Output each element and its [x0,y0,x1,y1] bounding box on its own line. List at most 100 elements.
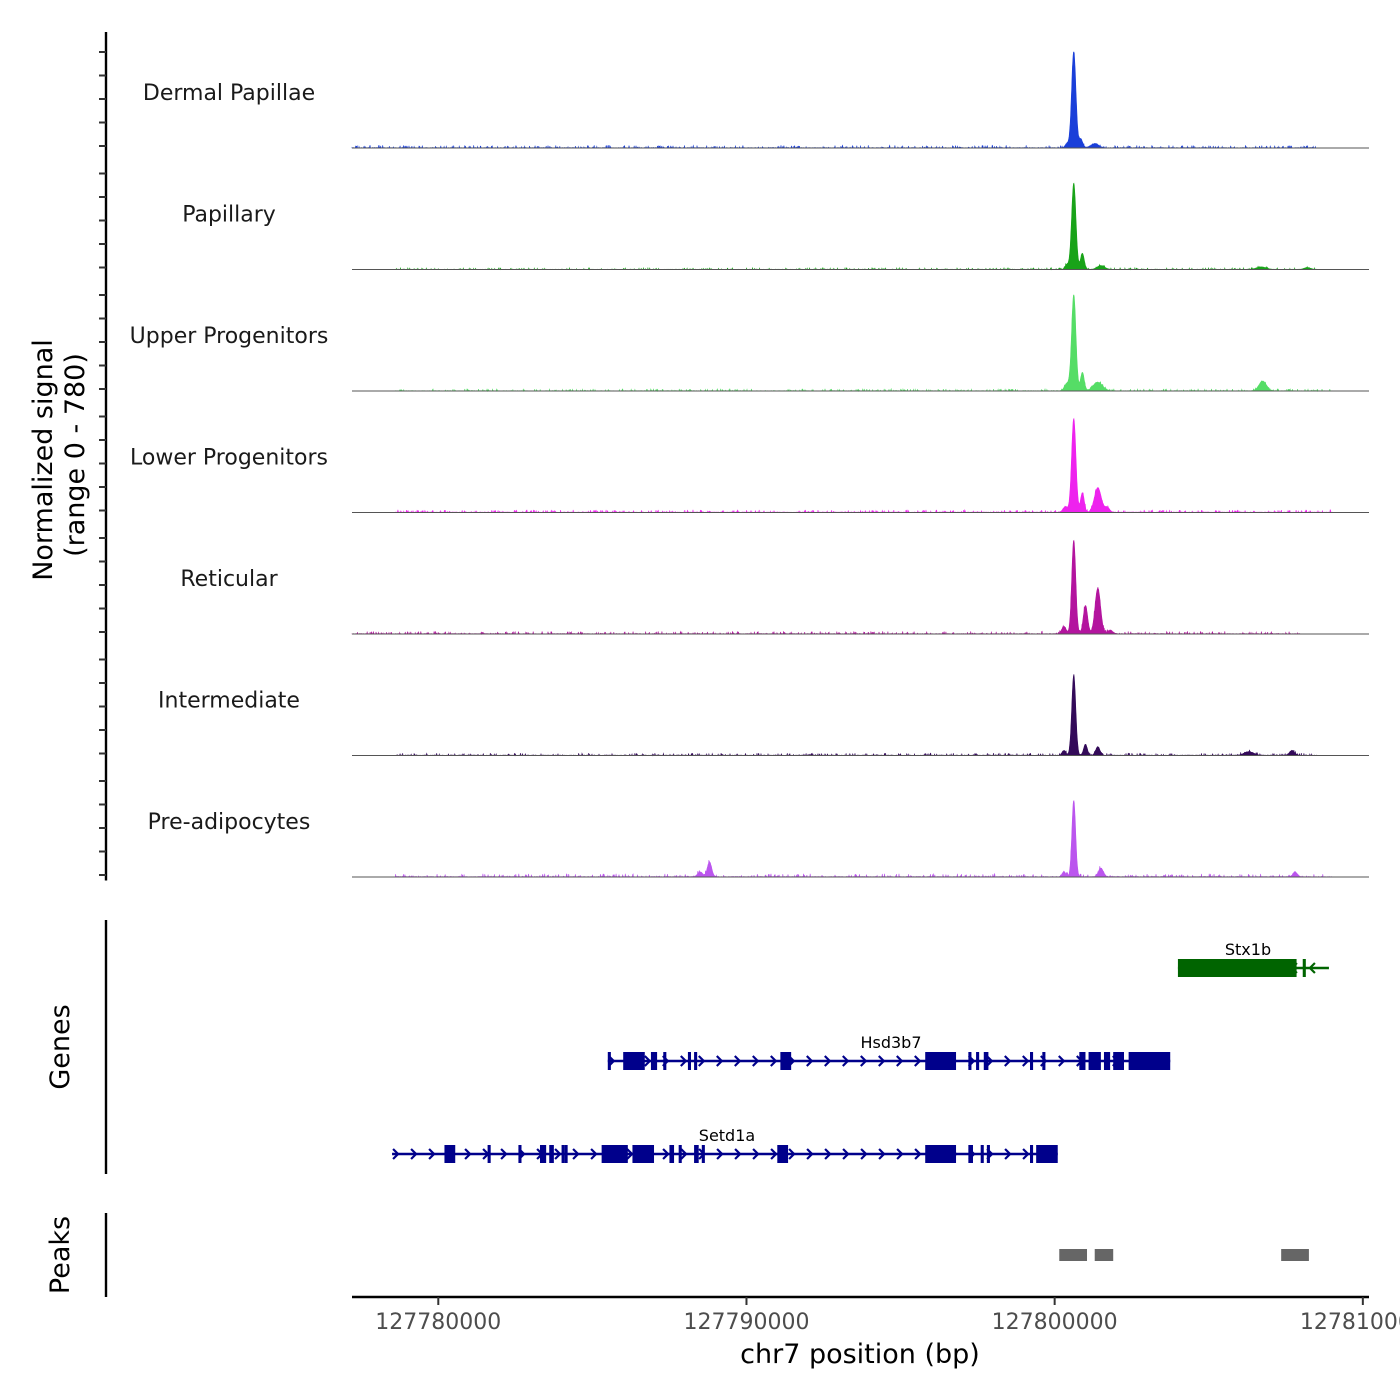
gene-exon [980,1145,984,1163]
gene-exon [1042,1052,1046,1070]
gene-strand-arrow [860,1055,868,1067]
gene-strand-arrow [914,1148,922,1160]
gene-strand-arrow [770,1148,778,1160]
gene-strand-arrow [644,1055,652,1067]
gene-strand-arrow [878,1148,886,1160]
gene-exon [1030,1145,1034,1163]
signal-area-1 [352,182,1369,271]
x-tick-label-2: 127800000 [992,1310,1118,1335]
gene-strand-arrow [860,1148,868,1160]
gene-strand-arrow [842,1148,850,1160]
gene-exon [564,1145,568,1163]
gene-strand-arrow [662,1148,670,1160]
gene-strand-arrow [824,1055,832,1067]
gene-strand-arrow [896,1055,904,1067]
gene-exon [539,1145,547,1163]
gene-exon [561,1145,565,1163]
gene-exon [650,1052,658,1070]
gene-exon [487,1145,491,1163]
x-tick-label-0: 127780000 [375,1310,501,1335]
gene-strand-arrow [806,1148,814,1160]
gene-label-Hsd3b7: Hsd3b7 [860,1033,921,1052]
genes-panel: Stx1b Hsd3b7 Setd1a [104,920,1329,1174]
gene-strand-arrow [806,1055,814,1067]
gene-strand-arrow [572,1148,580,1160]
signal-area-5 [352,674,1369,757]
gene-strand-arrow [1022,1148,1030,1160]
gene-exon [976,1052,980,1070]
signal-area-4 [351,539,1369,636]
gene-strand-arrow [716,1148,724,1160]
gene-exon [1113,1052,1124,1070]
gene-strand-arrow [464,1148,472,1160]
track-label-6: Pre-adipocytes [148,810,311,835]
gene-exon [663,1052,667,1070]
gene-strand-arrow [716,1055,724,1067]
y-axis-title-line1: Normalized signal [28,339,59,581]
gene-exon [607,1052,611,1070]
gene-exon [1177,959,1297,977]
track-label-0: Dermal Papillae [143,81,315,106]
gene-strand-arrow [1058,1055,1066,1067]
gene-strand-arrow [878,1055,886,1067]
gene-exon [777,1145,789,1163]
gene-exon [701,1145,705,1163]
signal-area-2 [352,294,1369,393]
peak-region-0 [1059,1249,1088,1261]
gene-exon [925,1145,957,1163]
gene-strand-arrow [698,1055,706,1067]
gene-exon [694,1052,698,1070]
gene-strand-arrow [590,1148,598,1160]
gene-exon [601,1145,628,1163]
gene-exon [687,1052,691,1070]
gene-strand-arrow [680,1148,688,1160]
gene-strand-arrow [1308,962,1316,974]
track-label-5: Intermediate [158,689,300,714]
gene-label-Stx1b: Stx1b [1225,940,1271,959]
peak-region-2 [1281,1249,1309,1261]
gene-strand-arrow [914,1055,922,1067]
gene-strand-arrow [752,1148,760,1160]
peak-region-1 [1094,1249,1114,1261]
gene-strand-arrow [1022,1055,1030,1067]
gene-exon [444,1145,456,1163]
signal-area-6 [352,800,1369,878]
gene-exon [632,1145,655,1163]
gene-exon [694,1145,699,1163]
gene-strand-arrow [734,1055,742,1067]
y-axis-title-line2: (range 0 - 780) [60,353,91,557]
track-label-1: Papillary [182,203,276,228]
gene-strand-arrow [1004,1055,1012,1067]
x-axis: 127780000 127790000 127800000 127810000 [352,1295,1400,1335]
gene-exon [1302,959,1306,977]
x-tick-label-1: 127790000 [683,1310,809,1335]
gene-strand-arrow [428,1148,436,1160]
gene-exon [669,1145,675,1163]
gene-strand-arrow [770,1055,778,1067]
gene-exon [1030,1052,1034,1070]
gene-exon [780,1052,792,1070]
gene-exon [623,1052,645,1070]
gene-exon [1079,1052,1086,1070]
gene-strand-arrow [788,1148,796,1160]
gene-strand-arrow [734,1148,742,1160]
gene-strand-arrow [500,1148,508,1160]
gene-Setd1a: Setd1a [392,1126,1058,1163]
gene-exon [1088,1052,1101,1070]
gene-exon [986,1145,990,1163]
gene-exon [925,1052,957,1070]
signal-tracks [351,51,1369,878]
peaks-panel [104,1213,1309,1297]
gene-strand-arrow [554,1148,562,1160]
gene-strand-arrow [392,1148,400,1160]
gene-strand-arrow [824,1148,832,1160]
track-label-2: Upper Progenitors [130,324,329,349]
gene-strand-arrow [752,1055,760,1067]
signal-area-3 [352,417,1369,514]
signal-y-axis [99,32,108,881]
peaks-axis-title: Peaks [45,1216,76,1294]
track-labels: Dermal Papillae Papillary Upper Progenitor… [130,81,329,835]
gene-exon [983,1052,989,1070]
x-tick-label-3: 127810000 [1300,1310,1400,1335]
